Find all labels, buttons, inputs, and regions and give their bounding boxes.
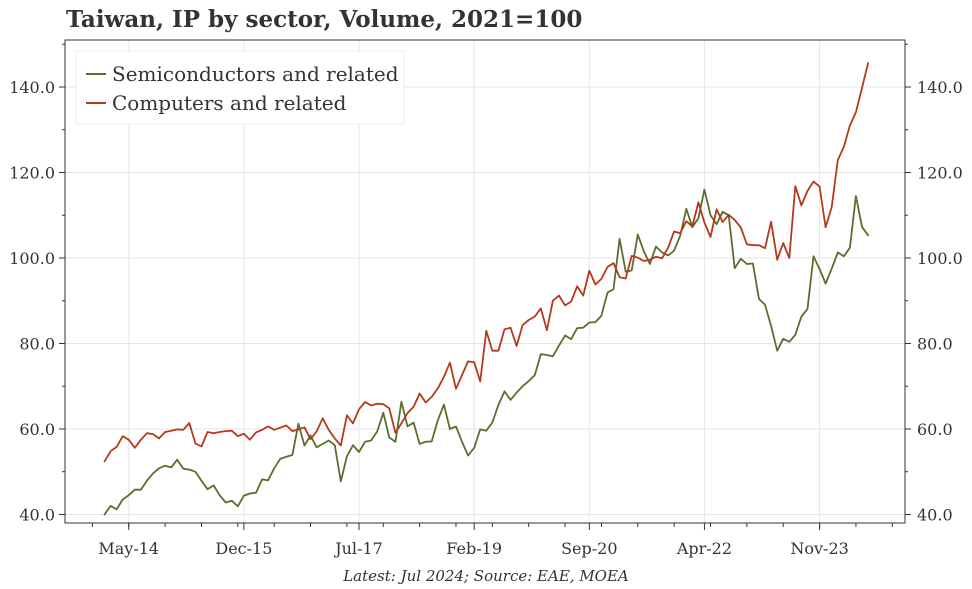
series-line-semiconductors [103,188,869,516]
axes: 40.0 40.0 60.0 60.0 80.0 80.0 100.0 100.0 120.0 1… [9,43,963,558]
x-tick-label: Jul-17 [333,539,383,558]
y-tick-label-left: 60.0 [19,420,55,439]
series-lines [103,62,869,516]
series-line-computers [103,62,869,463]
y-tick-label-left: 80.0 [19,334,55,353]
x-tick-label: Sep-20 [561,539,617,558]
y-tick-label-left: 40.0 [19,505,55,524]
y-tick-label-left: 140.0 [9,78,55,97]
legend-box [75,50,405,125]
y-tick-label-right: 120.0 [917,164,963,183]
plot-area-frame [64,39,906,524]
y-tick-label-left: 120.0 [9,164,55,183]
y-tick-label-left: 100.0 [9,249,55,268]
x-tick-label: May-14 [98,539,159,558]
x-tick-label: Dec-15 [215,539,272,558]
y-tick-label-right: 80.0 [917,334,953,353]
legend-label: Computers and related [112,91,347,115]
x-tick-label: Nov-23 [790,539,848,558]
x-tick-label: Apr-22 [676,539,732,558]
chart-title: Taiwan, IP by sector, Volume, 2021=100 [66,6,583,33]
y-tick-label-right: 140.0 [917,78,963,97]
legend-label: Semiconductors and related [112,62,399,86]
y-tick-label-right: 40.0 [917,505,953,524]
y-tick-label-right: 60.0 [917,420,953,439]
legend: Semiconductors and related Computers and … [75,50,405,125]
x-tick-label: Feb-19 [446,539,502,558]
chart-footnote: Latest: Jul 2024; Source: EAE, MOEA [343,567,629,585]
y-tick-label-right: 100.0 [917,249,963,268]
